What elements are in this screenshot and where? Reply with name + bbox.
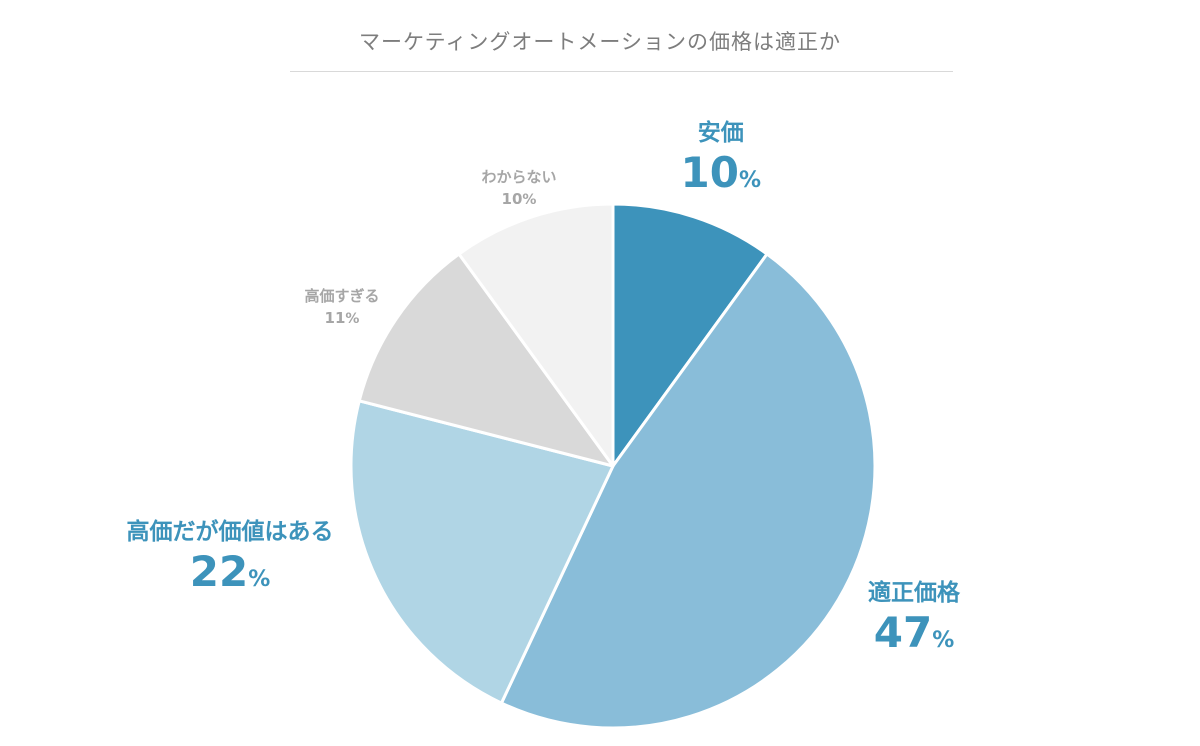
slice-label-name: 高価すぎる <box>304 287 380 305</box>
slice-label: 安価 10% <box>681 118 762 198</box>
slice-label: わからない 10% <box>482 166 557 210</box>
slice-label-value: 11% <box>324 309 360 327</box>
slice-label-value: 10% <box>680 148 762 197</box>
pie-slice <box>611 202 769 468</box>
slice-label-name: 安価 <box>697 120 744 146</box>
slice-label-name: 高価だが価値はある <box>126 519 334 545</box>
slice-label-value: 47% <box>873 608 955 657</box>
slice-label-value: 22% <box>189 547 271 596</box>
slice-label-value: 10% <box>501 190 537 208</box>
slice-label: 適正価格 47% <box>868 578 960 658</box>
title-divider <box>290 71 953 72</box>
slice-label-name: 適正価格 <box>868 580 960 606</box>
slice-label: 高価すぎる 11% <box>305 285 380 329</box>
pie-slice <box>349 399 615 705</box>
chart-title: マーケティングオートメーションの価格は適正か <box>359 30 841 54</box>
pie-slice <box>357 252 615 468</box>
pie-slice <box>499 252 877 730</box>
slice-label: 高価だが価値はある 22% <box>127 517 334 597</box>
pie-slice <box>457 202 615 468</box>
slice-label-name: わからない <box>481 168 557 186</box>
